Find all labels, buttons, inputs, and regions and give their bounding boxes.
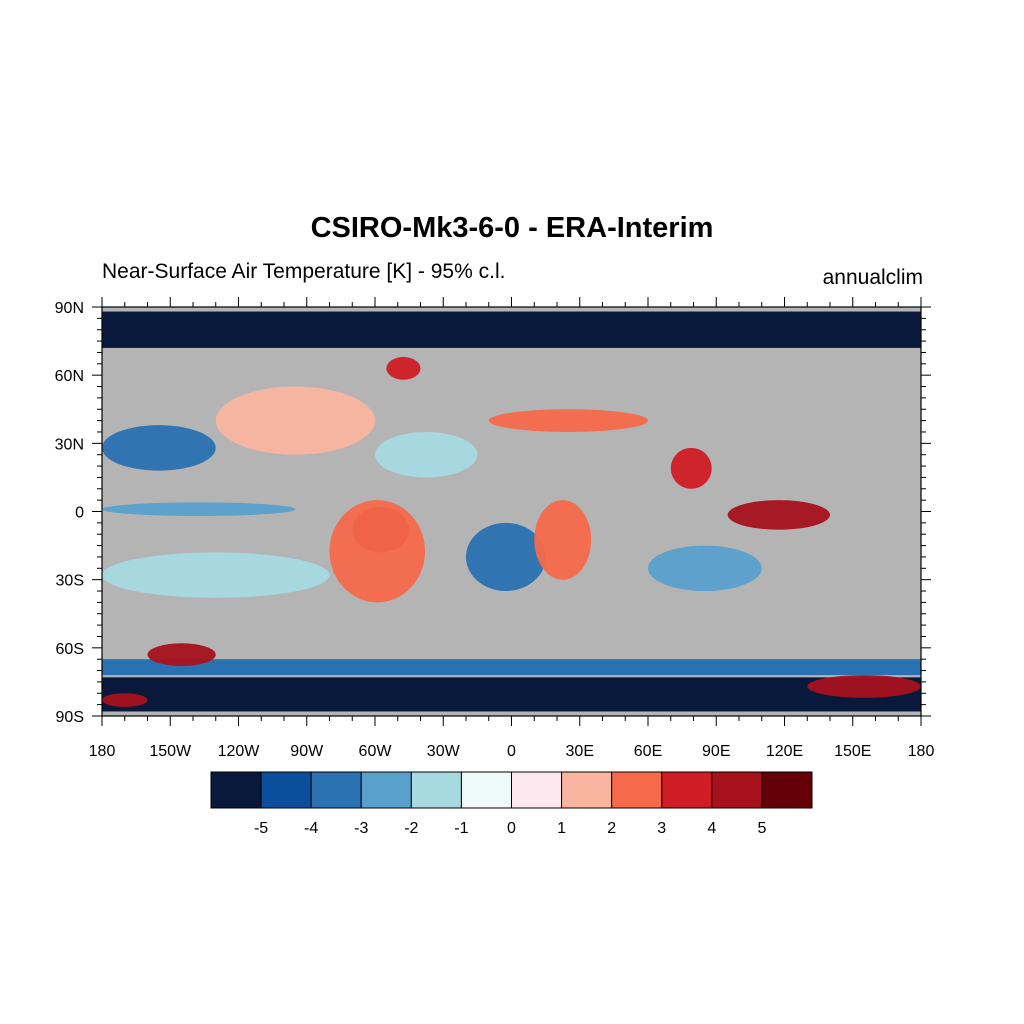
lon-tick-label: 30W — [427, 743, 461, 760]
anomaly-region-north-atlantic-cold — [375, 431, 478, 478]
colorbar-swatch — [511, 771, 563, 809]
colorbar-label: 5 — [757, 820, 766, 837]
colorbar-swatch — [310, 771, 362, 809]
anomaly-region-south-pacific-cold — [102, 552, 330, 598]
colorbar-label: -4 — [304, 820, 318, 837]
map-field — [102, 307, 921, 716]
colorbar-swatch — [711, 771, 763, 809]
colorbar: -5 -4 -3 -2 -1 0 1 2 3 4 5 — [210, 771, 813, 837]
lon-tick-label: 120E — [766, 743, 803, 760]
anomaly-region-north-pacific-cold — [102, 425, 216, 471]
lon-tick-label: 120W — [218, 743, 261, 760]
colorbar-label: 2 — [607, 820, 616, 837]
anomaly-region-ross-sea-warm — [102, 693, 148, 707]
colorbar-swatch — [661, 771, 713, 809]
colorbar-swatch — [611, 771, 663, 809]
colorbar-swatch — [210, 771, 262, 809]
season-subtitle: annualclim — [822, 266, 923, 289]
anomaly-region-greenland-warm — [386, 356, 421, 380]
colorbar-label: -5 — [254, 820, 268, 837]
lat-tick-label: 30N — [55, 436, 84, 453]
anomaly-region-antarctic — [102, 677, 921, 712]
anomaly-region-antarctic-peninsula-warm — [807, 675, 921, 698]
colorbar-swatch — [561, 771, 613, 809]
lon-tick-label: 150W — [149, 743, 192, 760]
colorbar-label: -3 — [354, 820, 368, 837]
anomaly-region-arctic — [102, 311, 921, 348]
colorbar-swatch — [360, 771, 412, 809]
variable-subtitle: Near-Surface Air Temperature [K] - 95% c… — [102, 260, 506, 283]
lon-tick-label: 180 — [908, 743, 935, 760]
colorbar-swatch — [410, 771, 462, 809]
anomaly-region-africa-warm — [534, 500, 592, 580]
colorbar-swatch — [260, 771, 312, 809]
lon-tick-label: 30E — [566, 743, 594, 760]
anomaly-region-south-america-warm — [329, 500, 426, 603]
anomaly-region-south-pacific-warm — [147, 643, 216, 667]
colorbar-label: 0 — [507, 820, 516, 837]
colorbar-label: 3 — [657, 820, 666, 837]
anomaly-region-equatorial-pacific-cold — [102, 502, 296, 517]
colorbar-label: -2 — [404, 820, 418, 837]
lat-tick-label: 60N — [55, 368, 84, 385]
colorbar-label: 1 — [557, 820, 566, 837]
anomaly-region-indonesia-warm — [727, 500, 830, 530]
anomaly-region-south-indian-cold — [648, 545, 762, 592]
lat-tick-label: 0 — [75, 505, 84, 522]
lon-tick-label: 150E — [834, 743, 871, 760]
lon-tick-label: 90E — [702, 743, 730, 760]
figure-title: CSIRO-Mk3-6-0 - ERA-Interim — [310, 212, 714, 244]
anomaly-region-south-atlantic-cold — [466, 522, 546, 592]
lon-tick-label: 90W — [290, 743, 324, 760]
anomaly-region-india-warm — [670, 447, 712, 489]
lon-tick-label: 60W — [359, 743, 393, 760]
colorbar-swatch — [761, 771, 813, 809]
colorbar-swatch — [460, 771, 512, 809]
lon-tick-label: 60E — [634, 743, 662, 760]
anomaly-region-southern-ocean-band — [102, 659, 921, 676]
anomaly-region-eurasia-mixed — [488, 409, 648, 432]
lat-tick-label: 30S — [56, 573, 84, 590]
lon-tick-label: 180 — [89, 743, 116, 760]
lat-tick-label: 90S — [56, 709, 84, 726]
anomaly-region-north-america-mixed — [215, 386, 375, 455]
map-axes: 90N 60N 30N 0 30S 60S 90S 180 150W 120W 90W 60W 30W 0… — [55, 297, 935, 760]
lat-tick-label: 60S — [56, 641, 84, 658]
colorbar-label: -1 — [454, 820, 468, 837]
lon-tick-label: 0 — [507, 743, 516, 760]
colorbar-label: 4 — [707, 820, 716, 837]
lat-tick-label: 90N — [55, 300, 84, 317]
